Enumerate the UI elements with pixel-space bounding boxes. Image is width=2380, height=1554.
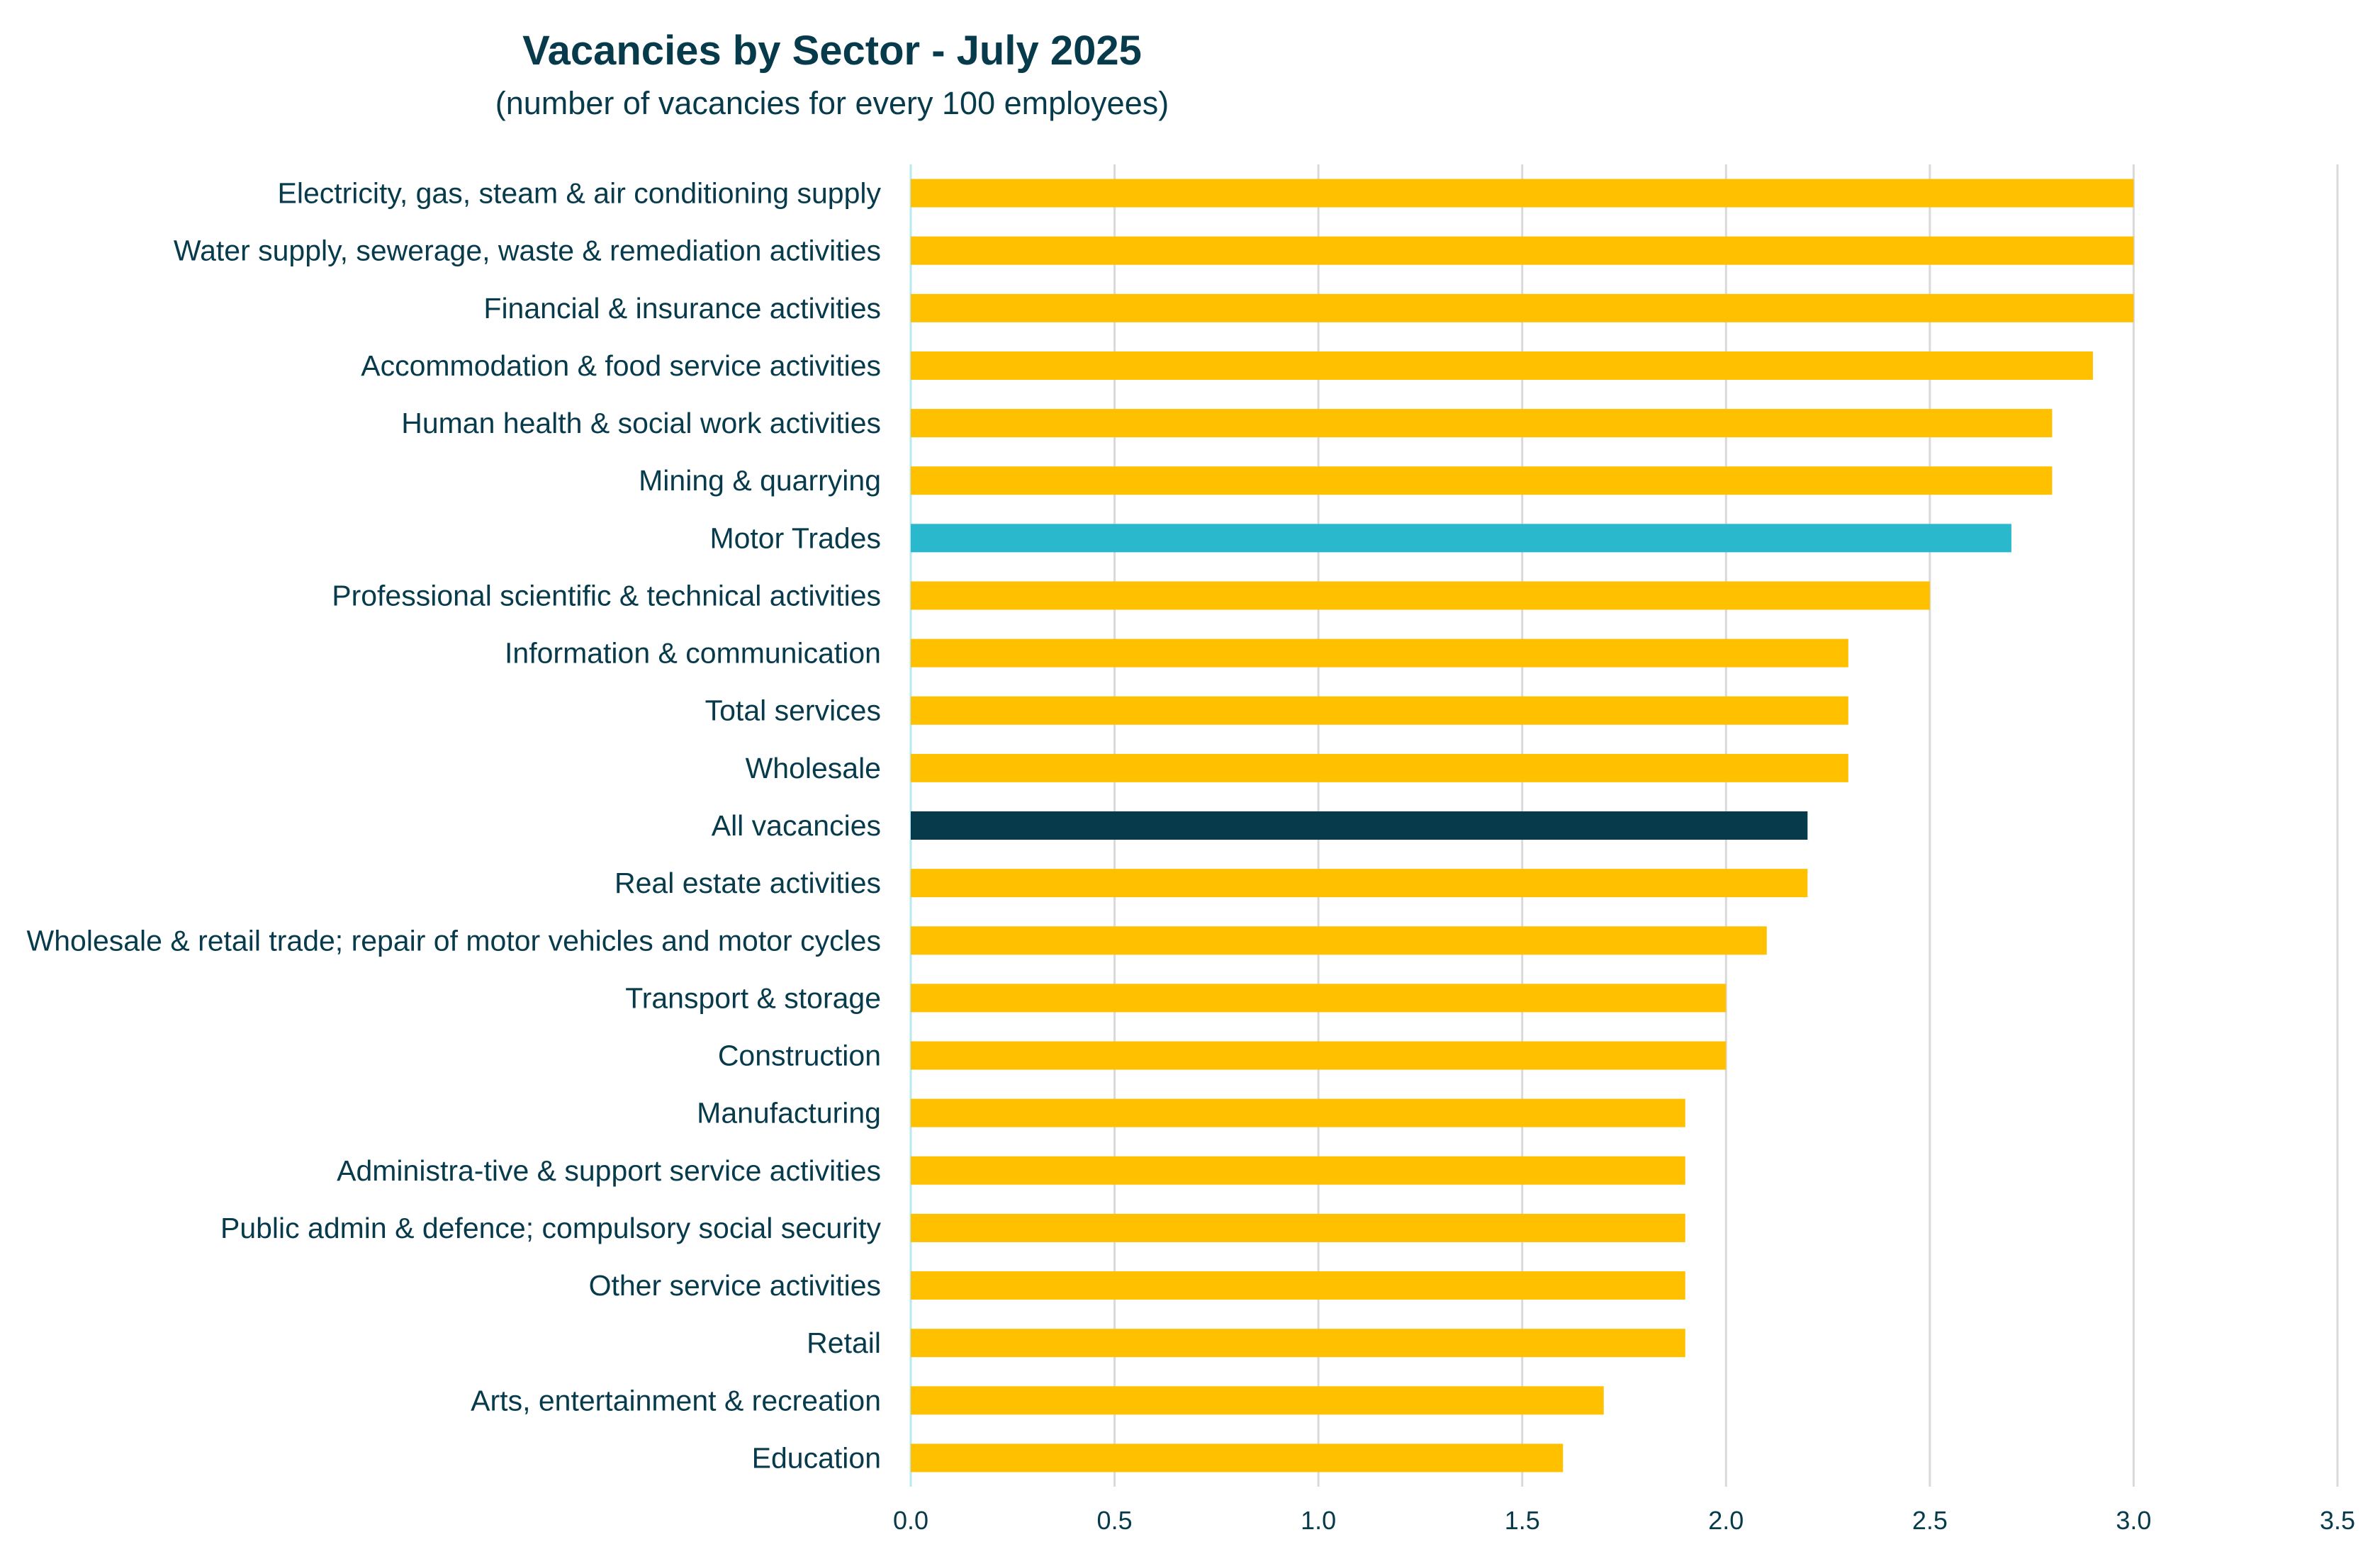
x-tick-label: 0.5 [1097, 1506, 1133, 1535]
category-label: Financial & insurance activities [483, 292, 881, 325]
category-label: All vacancies [712, 809, 881, 842]
bar [911, 581, 1930, 610]
bar [911, 236, 2134, 265]
category-label: Human health & social work activities [401, 407, 881, 439]
category-label: Real estate activities [614, 867, 881, 899]
category-labels: Electricity, gas, steam & air conditioni… [27, 177, 882, 1475]
chart-title: Vacancies by Sector - July 2025 [522, 28, 1142, 74]
category-label: Education [752, 1441, 881, 1474]
bar [911, 811, 1808, 840]
bar [911, 1156, 1685, 1185]
bar [911, 179, 2134, 208]
category-label: Public admin & defence; compulsory socia… [220, 1212, 882, 1244]
category-label: Mining & quarrying [639, 464, 881, 497]
chart-subtitle: (number of vacancies for every 100 emplo… [495, 85, 1169, 121]
bar [911, 1443, 1564, 1473]
bar [911, 524, 2011, 553]
bar [911, 466, 2053, 495]
bar [911, 696, 1848, 725]
category-label: Total services [705, 694, 881, 727]
bar [911, 984, 1727, 1013]
bar [911, 1098, 1685, 1127]
x-axis-tick-labels: 0.0 0.5 1.0 1.5 2.0 2.5 3.0 3.5 [893, 1506, 2355, 1535]
x-tick-label: 3.5 [2320, 1506, 2355, 1535]
category-label: Electricity, gas, steam & air conditioni… [277, 177, 881, 210]
bars [911, 179, 2134, 1473]
category-label: Transport & storage [625, 981, 881, 1014]
x-tick-label: 0.0 [893, 1506, 928, 1535]
category-label: Construction [718, 1040, 881, 1072]
bar [911, 1213, 1685, 1242]
category-label: Wholesale & retail trade; repair of moto… [27, 924, 881, 957]
category-label: Wholesale [746, 752, 881, 784]
x-tick-label: 2.0 [1708, 1506, 1744, 1535]
bar [911, 1386, 1604, 1415]
bar [911, 753, 1848, 782]
category-label: Manufacturing [697, 1097, 881, 1130]
category-label: Water supply, sewerage, waste & remediat… [174, 235, 881, 267]
bar [911, 1329, 1685, 1358]
category-label: Professional scientific & technical acti… [332, 579, 881, 612]
bar [911, 638, 1848, 668]
category-label: Other service activities [589, 1269, 881, 1302]
x-tick-label: 1.0 [1301, 1506, 1336, 1535]
category-label: Retail [807, 1327, 881, 1359]
category-label: Information & communication [505, 637, 881, 670]
bar [911, 351, 2093, 380]
bar [911, 926, 1767, 955]
bar [911, 293, 2134, 322]
x-tick-label: 1.5 [1505, 1506, 1540, 1535]
bar [911, 1041, 1727, 1070]
category-label: Motor Trades [709, 522, 881, 554]
x-tick-label: 3.0 [2116, 1506, 2151, 1535]
bar [911, 409, 2053, 438]
bar [911, 869, 1808, 898]
category-label: Arts, entertainment & recreation [471, 1384, 881, 1417]
category-label: Administra-tive & support service activi… [337, 1154, 881, 1187]
bar [911, 1271, 1685, 1300]
category-label: Accommodation & food service activities [361, 349, 881, 382]
x-tick-label: 2.5 [1912, 1506, 1948, 1535]
